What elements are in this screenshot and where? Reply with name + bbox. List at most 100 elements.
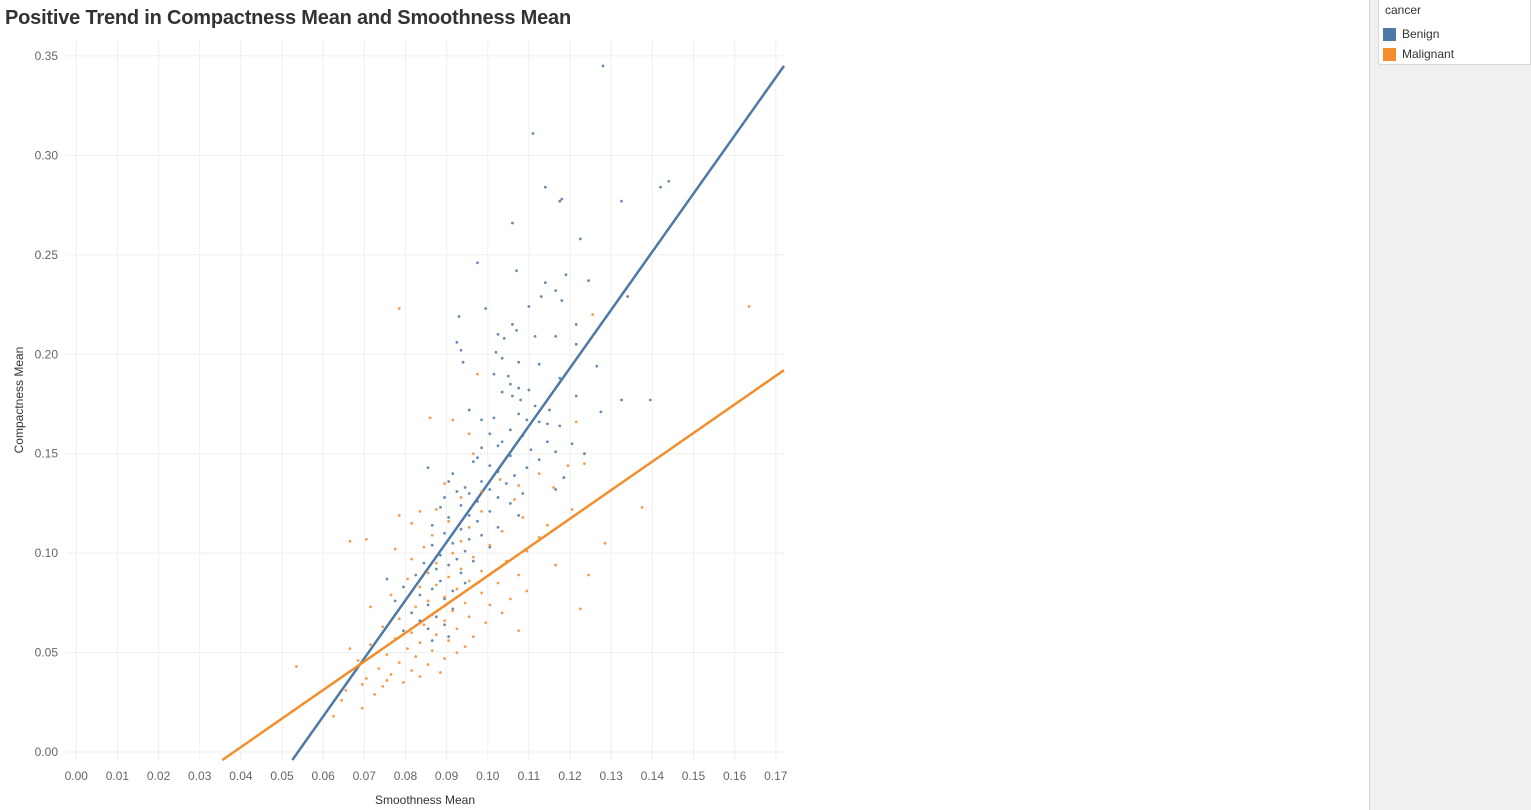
benign-point[interactable]	[480, 418, 483, 422]
benign-point[interactable]	[451, 472, 455, 475]
benign-point[interactable]	[521, 434, 525, 438]
benign-point[interactable]	[496, 470, 500, 474]
benign-point[interactable]	[595, 364, 599, 368]
benign-point[interactable]	[537, 420, 541, 424]
benign-point[interactable]	[459, 504, 463, 507]
malignant-point[interactable]	[439, 671, 442, 674]
benign-point[interactable]	[476, 456, 479, 460]
benign-point[interactable]	[430, 587, 434, 591]
benign-point[interactable]	[447, 635, 451, 639]
malignant-point[interactable]	[459, 496, 463, 499]
benign-point[interactable]	[574, 323, 578, 326]
benign-point[interactable]	[443, 597, 446, 601]
malignant-point[interactable]	[428, 416, 432, 420]
malignant-point[interactable]	[517, 629, 521, 633]
benign-point[interactable]	[554, 334, 558, 338]
malignant-point[interactable]	[295, 665, 298, 668]
malignant-point[interactable]	[546, 523, 549, 527]
benign-point[interactable]	[434, 567, 438, 571]
benign-point[interactable]	[546, 440, 549, 444]
benign-point[interactable]	[467, 513, 471, 517]
benign-point[interactable]	[492, 416, 496, 420]
benign-point[interactable]	[496, 444, 500, 448]
malignant-point[interactable]	[364, 537, 368, 541]
malignant-point[interactable]	[480, 509, 483, 513]
malignant-point[interactable]	[422, 545, 426, 549]
benign-point[interactable]	[463, 549, 467, 553]
benign-point[interactable]	[443, 496, 446, 499]
malignant-point[interactable]	[525, 549, 529, 553]
malignant-point[interactable]	[364, 677, 368, 680]
benign-point[interactable]	[492, 372, 496, 376]
benign-point[interactable]	[430, 543, 434, 547]
benign-point[interactable]	[564, 273, 568, 277]
benign-point[interactable]	[527, 388, 531, 392]
benign-point[interactable]	[513, 474, 516, 477]
benign-point[interactable]	[537, 362, 541, 366]
benign-point[interactable]	[543, 281, 547, 285]
benign-point[interactable]	[574, 394, 578, 398]
malignant-point[interactable]	[340, 698, 344, 702]
malignant-point[interactable]	[640, 506, 644, 509]
benign-point[interactable]	[500, 356, 504, 360]
benign-point[interactable]	[488, 432, 492, 436]
benign-point[interactable]	[548, 408, 551, 412]
benign-point[interactable]	[537, 458, 541, 462]
benign-point[interactable]	[515, 328, 518, 332]
benign-point[interactable]	[519, 398, 523, 402]
malignant-point[interactable]	[467, 579, 471, 583]
malignant-point[interactable]	[434, 561, 438, 565]
malignant-point[interactable]	[393, 547, 397, 551]
malignant-point[interactable]	[603, 541, 607, 545]
malignant-point[interactable]	[434, 633, 438, 637]
malignant-point[interactable]	[447, 639, 451, 643]
malignant-point[interactable]	[443, 482, 446, 485]
malignant-point[interactable]	[422, 623, 426, 627]
benign-point[interactable]	[517, 412, 521, 416]
benign-point[interactable]	[480, 446, 483, 450]
benign-point[interactable]	[467, 408, 471, 412]
benign-point[interactable]	[502, 336, 506, 340]
benign-point[interactable]	[393, 599, 397, 603]
malignant-point[interactable]	[434, 583, 438, 587]
benign-point[interactable]	[533, 404, 537, 408]
benign-point[interactable]	[480, 480, 483, 483]
malignant-point[interactable]	[426, 571, 430, 575]
benign-point[interactable]	[439, 553, 442, 557]
benign-point[interactable]	[418, 619, 422, 623]
benign-point[interactable]	[626, 295, 630, 298]
benign-point[interactable]	[533, 334, 537, 338]
malignant-point[interactable]	[517, 484, 521, 487]
malignant-trend-line[interactable]	[221, 369, 785, 762]
benign-point[interactable]	[459, 348, 463, 352]
benign-point[interactable]	[461, 360, 465, 364]
benign-point[interactable]	[476, 500, 479, 503]
benign-point[interactable]	[447, 480, 451, 483]
malignant-point[interactable]	[513, 498, 516, 501]
benign-point[interactable]	[511, 394, 514, 398]
benign-point[interactable]	[426, 603, 430, 607]
benign-point[interactable]	[601, 64, 605, 68]
benign-point[interactable]	[667, 179, 671, 183]
malignant-point[interactable]	[447, 575, 451, 579]
benign-point[interactable]	[525, 466, 529, 470]
benign-point[interactable]	[659, 185, 662, 189]
malignant-point[interactable]	[373, 692, 376, 696]
benign-point[interactable]	[558, 424, 562, 428]
malignant-point[interactable]	[500, 529, 504, 533]
malignant-point[interactable]	[455, 587, 459, 591]
benign-point[interactable]	[506, 374, 510, 378]
benign-point[interactable]	[488, 509, 492, 513]
benign-point[interactable]	[430, 639, 434, 643]
malignant-point[interactable]	[583, 462, 586, 466]
malignant-point[interactable]	[578, 607, 582, 611]
benign-point[interactable]	[648, 398, 652, 402]
benign-point[interactable]	[463, 581, 467, 585]
benign-point[interactable]	[455, 490, 459, 493]
malignant-point[interactable]	[451, 551, 455, 555]
benign-point[interactable]	[508, 454, 512, 458]
malignant-point[interactable]	[430, 533, 434, 537]
benign-point[interactable]	[422, 561, 426, 565]
malignant-point[interactable]	[517, 573, 521, 577]
malignant-point[interactable]	[747, 305, 751, 308]
